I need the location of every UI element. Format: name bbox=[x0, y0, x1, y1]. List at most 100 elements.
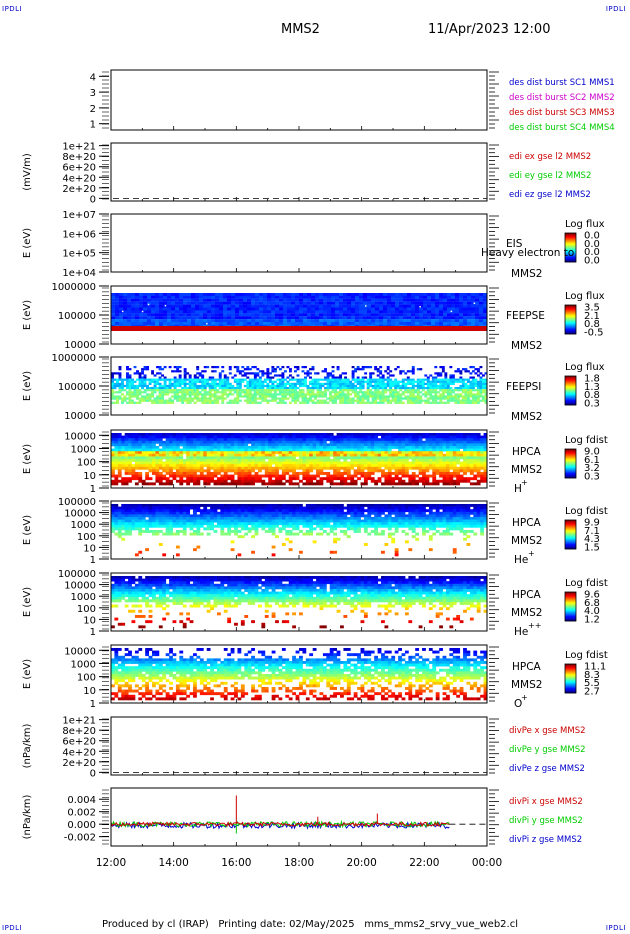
heatmap-cell bbox=[401, 459, 406, 462]
heatmap-cell bbox=[241, 378, 245, 381]
heatmap-cell bbox=[391, 482, 396, 486]
heatmap-cell bbox=[476, 391, 480, 394]
heatmap-cell bbox=[408, 474, 413, 478]
heatmap-cell bbox=[239, 316, 244, 320]
heatmap-cell bbox=[124, 440, 129, 444]
heatmap-cell bbox=[215, 293, 220, 296]
heatmap-cell bbox=[379, 366, 383, 369]
heatmap-cell bbox=[316, 469, 320, 473]
heatmap-cell bbox=[351, 301, 356, 305]
heatmap-cell bbox=[435, 319, 440, 323]
heatmap-cell bbox=[394, 451, 399, 455]
heatmap-cell bbox=[233, 391, 237, 394]
heatmap-cell bbox=[246, 389, 250, 392]
heatmap-cell bbox=[175, 451, 180, 455]
heatmap-cell bbox=[305, 443, 310, 447]
heatmap-cell bbox=[401, 397, 405, 400]
heatmap-cell bbox=[476, 393, 480, 396]
heatmap-cell bbox=[237, 464, 242, 468]
heatmap-cell bbox=[159, 313, 164, 317]
heatmap-cell bbox=[299, 384, 302, 388]
heatmap-cell bbox=[271, 376, 275, 379]
heatmap-cell bbox=[429, 393, 433, 396]
heatmap-cell bbox=[256, 393, 260, 396]
heatmap-cell bbox=[238, 399, 242, 402]
heatmap-cell bbox=[302, 451, 307, 455]
heatmap-cell bbox=[111, 387, 114, 390]
heatmap-cell bbox=[483, 319, 488, 323]
heatmap-cell bbox=[211, 301, 216, 305]
heatmap-cell bbox=[431, 395, 435, 398]
heatmap-cell bbox=[285, 446, 290, 449]
heatmap-cell bbox=[243, 393, 247, 396]
heatmap-cell bbox=[281, 443, 286, 447]
heatmap-cell bbox=[159, 304, 164, 308]
heatmap-cell bbox=[343, 479, 348, 483]
heatmap-cell bbox=[360, 448, 365, 452]
heatmap-cell bbox=[246, 399, 250, 402]
heatmap-cell bbox=[146, 389, 149, 392]
heatmap-cell bbox=[351, 295, 356, 299]
heatmap-cell bbox=[183, 395, 187, 398]
heatmap-cell bbox=[213, 451, 218, 455]
heatmap-cell bbox=[316, 474, 320, 478]
heatmap-cell bbox=[316, 443, 320, 447]
heatmap-cell bbox=[133, 372, 137, 375]
heatmap-cell bbox=[419, 401, 423, 404]
heatmap-cell bbox=[191, 316, 196, 320]
heatmap-cell bbox=[189, 451, 194, 455]
heatmap-cell bbox=[187, 316, 192, 320]
heatmap-cell bbox=[421, 399, 425, 402]
heatmap-cell bbox=[134, 446, 139, 449]
heatmap-cell bbox=[406, 401, 410, 404]
heatmap-cell bbox=[443, 307, 448, 311]
heatmap-cell bbox=[354, 380, 358, 383]
colorbar-swatch bbox=[565, 256, 576, 258]
ytick-label: 2 bbox=[90, 104, 96, 115]
heatmap-cell bbox=[384, 387, 388, 390]
heatmap-cell bbox=[334, 389, 337, 392]
heatmap-cell bbox=[141, 378, 144, 381]
heatmap-cell bbox=[199, 301, 204, 305]
heatmap-cell bbox=[258, 391, 262, 394]
heatmap-cell bbox=[339, 387, 343, 390]
heatmap-cell bbox=[387, 301, 392, 305]
heatmap-cell bbox=[273, 374, 277, 377]
heatmap-cell bbox=[141, 310, 144, 313]
heatmap-cell bbox=[451, 376, 455, 379]
heatmap-cell bbox=[254, 443, 259, 447]
heatmap-cell bbox=[203, 451, 208, 455]
heatmap-cell bbox=[268, 456, 273, 460]
heatmap-cell bbox=[415, 316, 420, 320]
heatmap-cell bbox=[386, 380, 390, 383]
colorbar-swatch bbox=[565, 324, 576, 326]
heatmap-cell bbox=[326, 453, 331, 457]
heatmap-cell bbox=[339, 304, 344, 308]
heatmap-cell bbox=[145, 472, 149, 475]
heatmap-cell bbox=[371, 391, 375, 394]
heatmap-cell bbox=[334, 378, 337, 381]
heatmap-cell bbox=[145, 464, 149, 468]
heatmap-cell bbox=[258, 393, 262, 396]
heatmap-cell bbox=[113, 378, 117, 381]
heatmap-cell bbox=[447, 295, 452, 299]
heatmap-cell bbox=[479, 307, 484, 311]
heatmap-cell bbox=[436, 380, 440, 383]
heatmap-cell bbox=[271, 435, 276, 439]
heatmap-cell bbox=[316, 459, 320, 462]
heatmap-cell bbox=[403, 301, 408, 305]
heatmap-cell bbox=[171, 384, 175, 388]
heatmap-cell bbox=[115, 316, 120, 320]
heatmap-cell bbox=[206, 378, 210, 381]
heatmap-cell bbox=[161, 399, 165, 402]
heatmap-cell bbox=[339, 378, 343, 381]
heatmap-cell bbox=[138, 459, 143, 462]
heatmap-cell bbox=[268, 469, 273, 473]
heatmap-cell bbox=[179, 310, 184, 314]
heatmap-cell bbox=[201, 376, 205, 379]
heatmap-cell bbox=[389, 399, 393, 402]
heatmap-cell bbox=[182, 479, 187, 483]
heatmap-cell bbox=[268, 479, 273, 483]
heatmap-cell bbox=[459, 295, 464, 299]
heatmap-cell bbox=[187, 293, 192, 296]
